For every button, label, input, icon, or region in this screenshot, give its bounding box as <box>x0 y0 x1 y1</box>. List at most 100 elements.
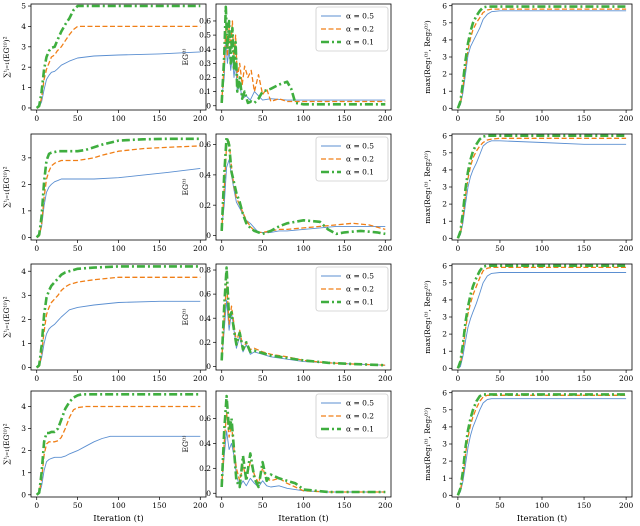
y-tick-label: 2 <box>21 446 26 455</box>
legend-entry-label: α = 0.5 <box>346 272 374 281</box>
legend-entry-label: α = 0.2 <box>346 155 374 164</box>
x-tick-label: 200 <box>619 244 634 253</box>
y-tick-label: 0 <box>21 233 26 242</box>
axes-frame <box>30 133 207 241</box>
y-axis-label: ∑ᵗᵢ₌₁(EG⁽ⁱ⁾)² <box>2 296 11 337</box>
x-tick-label: 0 <box>34 114 39 123</box>
y-tick-label: 3 <box>21 153 26 162</box>
y-tick-label: 0.6 <box>199 290 211 299</box>
legend-entry-label: α = 0.2 <box>346 25 374 34</box>
series-line-s01 <box>456 134 627 239</box>
legend-entry-label: α = 0.1 <box>346 168 374 177</box>
y-tick-label: 0.6 <box>199 140 211 149</box>
x-tick-label: 200 <box>378 501 393 510</box>
x-tick-label: 0 <box>455 374 460 383</box>
y-tick-label: 2 <box>21 180 26 189</box>
y-tick-label: 0.4 <box>199 170 211 179</box>
y-tick-label: 0.5 <box>199 31 211 40</box>
x-axis-label: Iteration (t) <box>517 513 567 524</box>
x-tick-label: 0 <box>219 501 224 510</box>
y-axis-label: ∑ᵗᵢ₌₁(EG⁽ⁱ⁾)² <box>2 423 11 464</box>
x-tick-label: 0 <box>219 114 224 123</box>
x-tick-label: 200 <box>378 374 393 383</box>
y-tick-label: 5 <box>442 148 447 157</box>
y-tick-label: 5 <box>442 278 447 287</box>
y-tick-label: 4 <box>442 423 447 432</box>
y-tick-label: 2 <box>442 70 447 79</box>
legend-entry-label: α = 0.1 <box>346 38 374 47</box>
series-line-s01 <box>35 265 201 369</box>
legend-entry-label: α = 0.5 <box>346 399 374 408</box>
x-tick-label: 50 <box>258 501 268 510</box>
x-tick-label: 200 <box>619 501 634 510</box>
series-line-s05 <box>221 299 386 366</box>
y-tick-label: 0.2 <box>199 201 211 210</box>
x-tick-label: 100 <box>111 244 126 253</box>
y-tick-label: 3 <box>21 424 26 433</box>
y-tick-label: 3 <box>442 440 447 449</box>
y-axis-label: max(Reg₁⁽ᵗ⁾, Reg₂⁽ᵗ⁾) <box>423 20 432 93</box>
series-line-s01 <box>220 135 386 236</box>
x-tick-label: 200 <box>619 114 634 123</box>
y-tick-label: 0 <box>442 234 447 243</box>
y-tick-label: 0.4 <box>199 45 211 54</box>
y-tick-label: 0.2 <box>199 73 211 82</box>
y-tick-label: 0.6 <box>199 414 211 423</box>
x-tick-label: 100 <box>111 114 126 123</box>
x-tick-label: 150 <box>577 114 592 123</box>
y-tick-label: 4 <box>442 36 447 45</box>
series-line-s02 <box>36 145 201 238</box>
x-tick-label: 50 <box>495 501 505 510</box>
legend-entry-label: α = 0.1 <box>346 298 374 307</box>
y-axis-label: EG⁽ᵗ⁾ <box>181 308 190 325</box>
y-axis-label: max(Reg₁⁽ᵗ⁾, Reg₂⁽ᵗ⁾) <box>423 407 432 480</box>
series-line-s02 <box>36 25 201 109</box>
y-tick-label: 0 <box>206 362 211 371</box>
subplot-r3c1: 0 50 100 150 200 0 0.2 0.4 0.6 EG⁽ᵗ⁾ Iteration (t)… <box>181 390 393 524</box>
x-tick-label: 0 <box>34 244 39 253</box>
y-tick-label: 0 <box>442 104 447 113</box>
y-tick-label: 0.8 <box>199 266 211 275</box>
x-tick-label: 100 <box>535 501 550 510</box>
y-axis-label: max(Reg₁⁽ᵗ⁾, Reg₂⁽ᵗ⁾) <box>423 150 432 223</box>
legend-entry-label: α = 0.2 <box>346 285 374 294</box>
y-tick-label: 1 <box>21 339 26 348</box>
x-tick-label: 200 <box>193 374 208 383</box>
legend-box <box>315 266 389 312</box>
y-tick-label: 3 <box>442 53 447 62</box>
y-tick-label: 1 <box>21 83 26 92</box>
series-line-s05 <box>221 159 386 233</box>
series-line-s05 <box>457 272 627 369</box>
y-tick-label: 1 <box>442 347 447 356</box>
x-tick-label: 150 <box>337 501 352 510</box>
x-tick-label: 150 <box>152 244 167 253</box>
legend-box <box>315 136 389 182</box>
x-tick-label: 200 <box>378 244 393 253</box>
y-tick-label: 0.4 <box>199 439 211 448</box>
series-line-s05 <box>36 167 201 238</box>
x-tick-label: 150 <box>577 374 592 383</box>
x-tick-label: 200 <box>193 114 208 123</box>
y-axis-label: ∑ᵗᵢ₌₁(EG⁽ⁱ⁾)² <box>2 166 11 207</box>
x-tick-label: 150 <box>152 114 167 123</box>
series-line-s01 <box>456 264 627 369</box>
series-line-s05 <box>457 140 627 239</box>
y-tick-label: 1 <box>21 468 26 477</box>
x-tick-label: 50 <box>495 114 505 123</box>
x-tick-label: 0 <box>455 501 460 510</box>
series-line-s01 <box>456 393 627 496</box>
subplot-r2c2: 0 50 100 150 200 0 1 2 3 4 5 6 max(Reg₁⁽ᵗ⁾, Reg₂⁽ᵗ⁾) <box>423 261 633 383</box>
x-tick-label: 50 <box>258 114 268 123</box>
axes-frame <box>451 390 633 498</box>
x-tick-label: 150 <box>152 501 167 510</box>
series-line-s02 <box>36 276 201 369</box>
y-tick-label: 3 <box>21 291 26 300</box>
y-tick-label: 6 <box>442 1 447 10</box>
x-axis-label: Iteration (t) <box>93 513 143 524</box>
series-line-s01 <box>35 392 201 496</box>
y-tick-label: 0 <box>442 491 447 500</box>
y-tick-label: 0 <box>21 490 26 499</box>
series-line-s02 <box>457 394 627 496</box>
y-axis-label: EG⁽ᵗ⁾ <box>181 178 190 195</box>
